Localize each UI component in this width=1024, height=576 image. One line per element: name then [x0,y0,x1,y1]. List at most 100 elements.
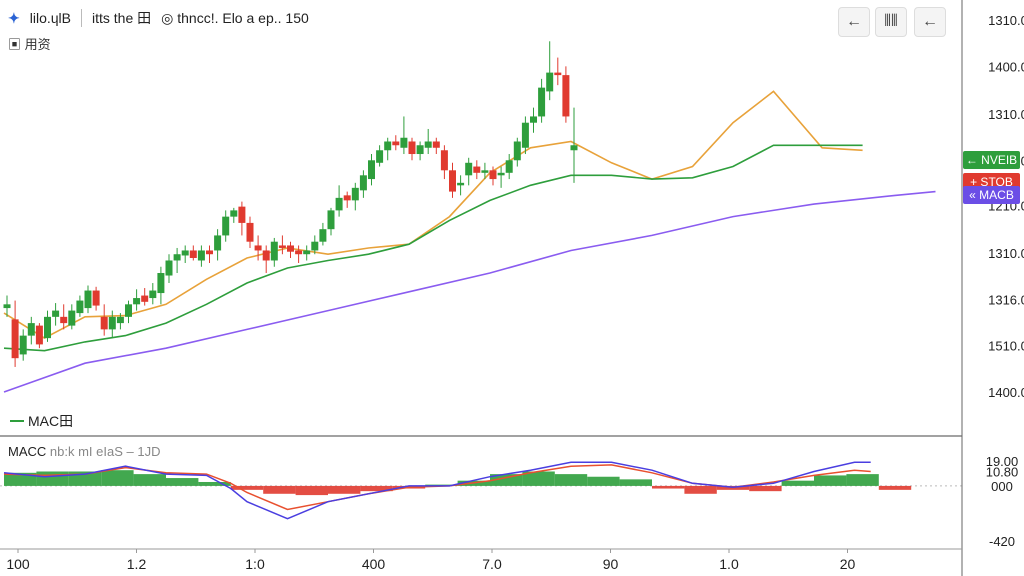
candle-body [287,245,294,252]
macd-histogram-bar [36,471,69,486]
candle-body [44,316,51,339]
candle-body [60,316,68,324]
candle-body [35,325,43,345]
candle-body [133,298,141,305]
candle-body [489,170,497,180]
price-pane[interactable] [3,41,936,393]
candle-body [562,75,570,117]
macd-pane[interactable] [0,461,962,520]
candle-body [149,290,157,299]
candle-body [416,145,424,155]
candle-body [270,241,278,261]
macd-histogram-bar [133,474,166,486]
price-badge: + STOB [963,172,1020,191]
candle-body [343,195,351,201]
candle-body [141,295,149,302]
candle-body [311,241,319,251]
price-badge: ← NVEIB [963,151,1020,170]
macd-histogram-bar [846,474,879,486]
time-tick-label: 7.0 [482,556,502,572]
candle-body [92,290,100,306]
candle-body [505,160,513,173]
time-tick-label: 20 [840,556,856,572]
candle-body [465,162,473,176]
candle-body [52,310,60,317]
candle-body [351,187,359,201]
candle-body [319,229,327,242]
candle-body [473,166,481,173]
candle-body [181,250,189,256]
candle-body [521,122,529,148]
candle-body [295,250,303,255]
macd-line [3,461,871,520]
back-button[interactable]: ← [838,7,870,37]
sub-label: ▣ 用资 [8,34,51,53]
price-tick-label: 1310.0 [988,246,1024,261]
candle-body [400,137,408,148]
back-icon: ← [846,13,862,30]
macd-histogram-bar [360,485,393,492]
candle-body [554,72,562,76]
candle-body [230,210,238,217]
price-tick-label: 1400.0 [988,385,1024,400]
price-badge: « MACB [963,186,1020,205]
macd-name: MACC [8,444,47,459]
candle-body [206,250,213,255]
candle-body [570,145,578,151]
candle-body [76,300,84,314]
price-tick-label: 1316.0 [988,292,1024,307]
macd-tick-label: 10.80 [986,464,1019,479]
macd-histogram-bar [749,485,782,492]
sub-label-text: 用资 [24,37,51,52]
prev-button[interactable]: ← [914,7,946,37]
bars-icon: ⫴⫴ [884,13,898,30]
candle-body [11,319,19,359]
bars-button[interactable]: ⫴⫴ [875,7,907,37]
candle-body [19,335,27,355]
candle-body [440,150,448,171]
candle-body [513,141,521,161]
candle-body [278,245,286,248]
candle-body [173,254,181,261]
macd-histogram-bar [684,485,717,494]
macd-tick-label: 19.00 [986,454,1019,469]
candle-body [481,170,489,173]
candle-body [254,245,262,251]
macd-histogram-bar [101,470,134,486]
macd-tick-label: 000 [991,479,1013,494]
candle-body [359,175,367,191]
macd-histogram-bar [619,479,652,486]
legend-label: MAC田 [28,413,74,429]
time-tick-label: 1:0 [245,556,265,572]
candle-body [392,141,400,146]
price-tick-label: 1310.0 [988,13,1024,28]
chart-title: itts the 田 [91,10,152,26]
macd-histogram-bar [295,485,328,496]
macd-title: MACC nb:k mI eIaS – 1JD [8,444,160,459]
candle-body [189,250,197,258]
candle-body [457,182,465,186]
candle-body [3,304,11,309]
prev-icon: ← [922,13,938,30]
candle-body [497,172,505,176]
chart-info: ◎ thncc!. Elo a ep.. 150 [161,9,309,26]
moving-average-line [3,144,863,352]
macd-histogram-bar [587,476,620,486]
symbol-icon[interactable]: ✦ [8,9,20,26]
macd-histogram-bar [522,471,555,486]
price-tick-label: 1400.0 [988,59,1024,74]
candle-body [165,260,173,276]
candle-body [432,141,440,148]
candle-body [68,310,76,326]
macd-histogram-bar [814,475,847,486]
candle-body [408,141,416,155]
candle-body [449,170,456,192]
macd-histogram-bar [230,485,264,490]
macd-histogram-bar [554,474,588,486]
macd-histogram-bar [328,485,361,494]
time-tick-label: 90 [603,556,619,572]
candle-body [335,197,343,211]
time-tick-label: 1.0 [719,556,739,572]
symbol-label[interactable]: lilo.ɥlB [29,10,71,26]
